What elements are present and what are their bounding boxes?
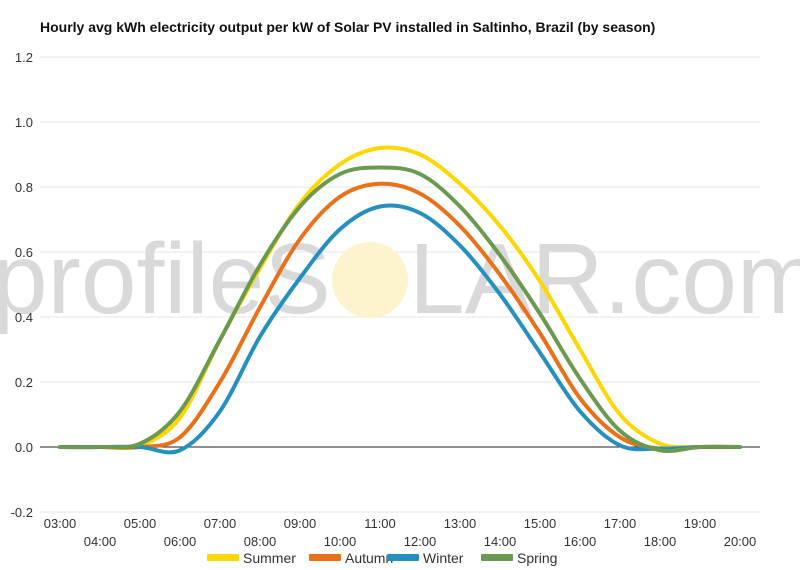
x-axis-ticks: 03:00 05:00 07:00 09:00 11:00 13:00 15:00 17:00…: [44, 516, 757, 549]
legend-swatch: [481, 554, 513, 561]
legend-label: Winter: [423, 550, 464, 566]
watermark: profileS LAR.com: [0, 223, 800, 335]
x-tick-label: 12:00: [404, 534, 437, 549]
watermark-text-right: LAR.com: [409, 223, 800, 335]
series-lines: [58, 145, 742, 455]
y-tick-label: 0.6: [15, 245, 33, 260]
legend-label: Summer: [243, 550, 296, 566]
legend[interactable]: Summer Autumn Winter Spring: [207, 550, 557, 566]
series-line-spring: [58, 165, 742, 453]
chart-title: Hourly avg kWh electricity output per kW…: [40, 19, 655, 35]
x-tick-label: 13:00: [444, 516, 477, 531]
y-tick-label: -0.2: [11, 505, 33, 520]
watermark-sun: [332, 242, 408, 318]
legend-label: Spring: [517, 550, 557, 566]
x-tick-label: 11:00: [364, 516, 396, 531]
legend-item-winter[interactable]: Winter: [387, 550, 464, 566]
series-line-autumn: [58, 181, 742, 452]
y-tick-label: 0.4: [15, 310, 33, 325]
x-tick-label: 08:00: [244, 534, 277, 549]
legend-item-summer[interactable]: Summer: [207, 550, 296, 566]
x-tick-label: 17:00: [604, 516, 637, 531]
y-axis-ticks: -0.2 0.0 0.2 0.4 0.6 0.8 1.0 1.2: [11, 50, 33, 520]
y-tick-label: 0.2: [15, 375, 33, 390]
legend-item-spring[interactable]: Spring: [481, 550, 557, 566]
series-line-summer: [58, 145, 742, 450]
watermark-text-left: profileS: [0, 223, 331, 335]
x-tick-label: 15:00: [524, 516, 557, 531]
x-tick-label: 20:00: [724, 534, 757, 549]
legend-swatch: [207, 554, 239, 561]
y-tick-label: 0.0: [15, 440, 33, 455]
x-tick-label: 04:00: [84, 534, 117, 549]
x-tick-label: 05:00: [124, 516, 157, 531]
x-tick-label: 19:00: [684, 516, 717, 531]
x-tick-label: 07:00: [204, 516, 237, 531]
y-tick-label: 1.2: [15, 50, 33, 65]
x-tick-label: 03:00: [44, 516, 77, 531]
legend-label: Autumn: [345, 550, 393, 566]
legend-item-autumn[interactable]: Autumn: [309, 550, 393, 566]
series-line-winter: [58, 203, 742, 455]
x-tick-label: 06:00: [164, 534, 197, 549]
legend-swatch: [309, 554, 341, 561]
x-tick-label: 16:00: [564, 534, 597, 549]
x-tick-label: 14:00: [484, 534, 517, 549]
x-tick-label: 09:00: [284, 516, 317, 531]
x-tick-label: 18:00: [644, 534, 677, 549]
x-tick-label: 10:00: [324, 534, 357, 549]
y-tick-label: 1.0: [15, 115, 33, 130]
y-tick-label: 0.8: [15, 180, 33, 195]
legend-swatch: [387, 554, 419, 561]
